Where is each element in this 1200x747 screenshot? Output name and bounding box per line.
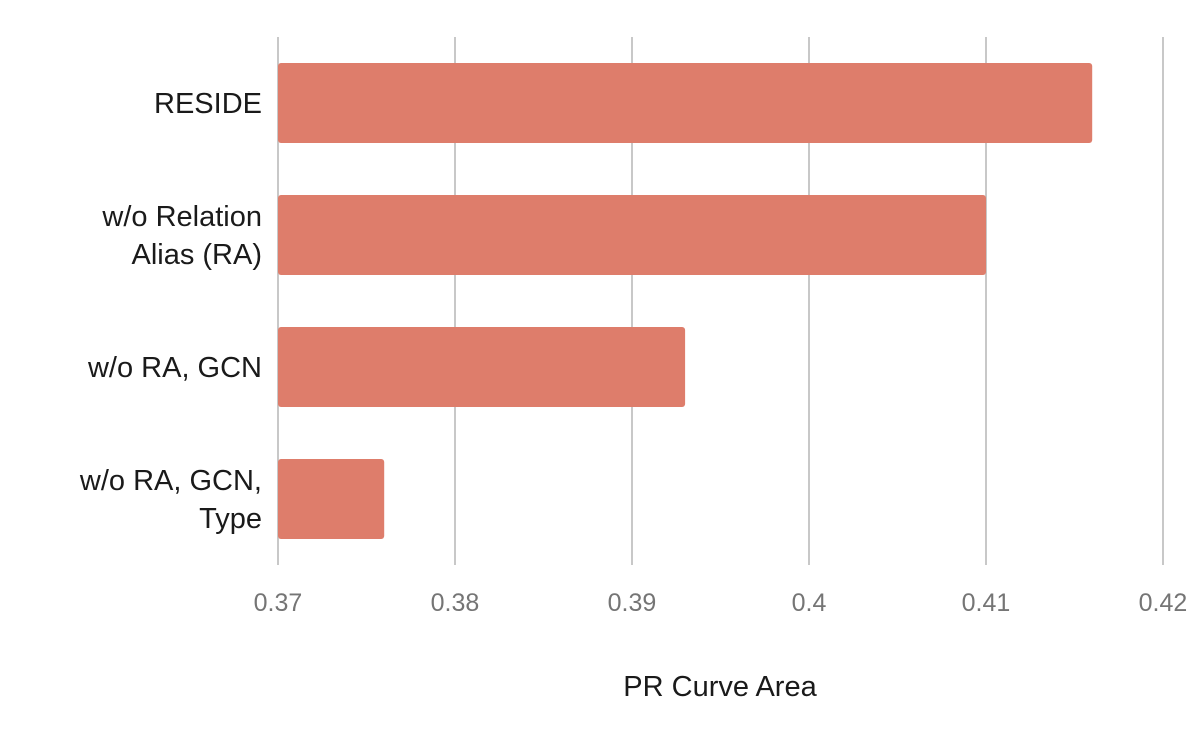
category-label-line: w/o Relation — [101, 201, 262, 233]
bars — [278, 63, 1093, 539]
category-label: w/o RA, GCN — [87, 352, 262, 384]
bar — [278, 195, 986, 275]
category-label-line: w/o RA, GCN — [87, 352, 262, 384]
bar — [278, 63, 1093, 143]
x-tick-label: 0.39 — [608, 589, 657, 617]
bar — [278, 327, 686, 407]
x-tick-label: 0.38 — [431, 589, 480, 617]
category-label-line: Alias (RA) — [131, 239, 262, 271]
x-tick-label: 0.42 — [1139, 589, 1188, 617]
category-label-line: RESIDE — [154, 88, 262, 120]
category-label: RESIDE — [154, 88, 262, 120]
category-label: w/o Relation Alias (RA) — [101, 201, 262, 271]
category-label: w/o RA, GCN, Type — [79, 465, 262, 535]
x-tick-label: 0.4 — [792, 589, 827, 617]
x-tick-labels: 0.37 0.38 0.39 0.4 0.41 0.42 — [254, 589, 1188, 617]
x-axis-title: PR Curve Area — [623, 671, 817, 703]
x-tick-label: 0.37 — [254, 589, 303, 617]
category-label-line: w/o RA, GCN, — [79, 465, 262, 497]
category-label-line: Type — [199, 503, 262, 535]
bar — [278, 459, 385, 539]
category-labels: RESIDE w/o Relation Alias (RA) w/o RA, GCN w… — [79, 88, 262, 535]
x-tick-label: 0.41 — [962, 589, 1011, 617]
